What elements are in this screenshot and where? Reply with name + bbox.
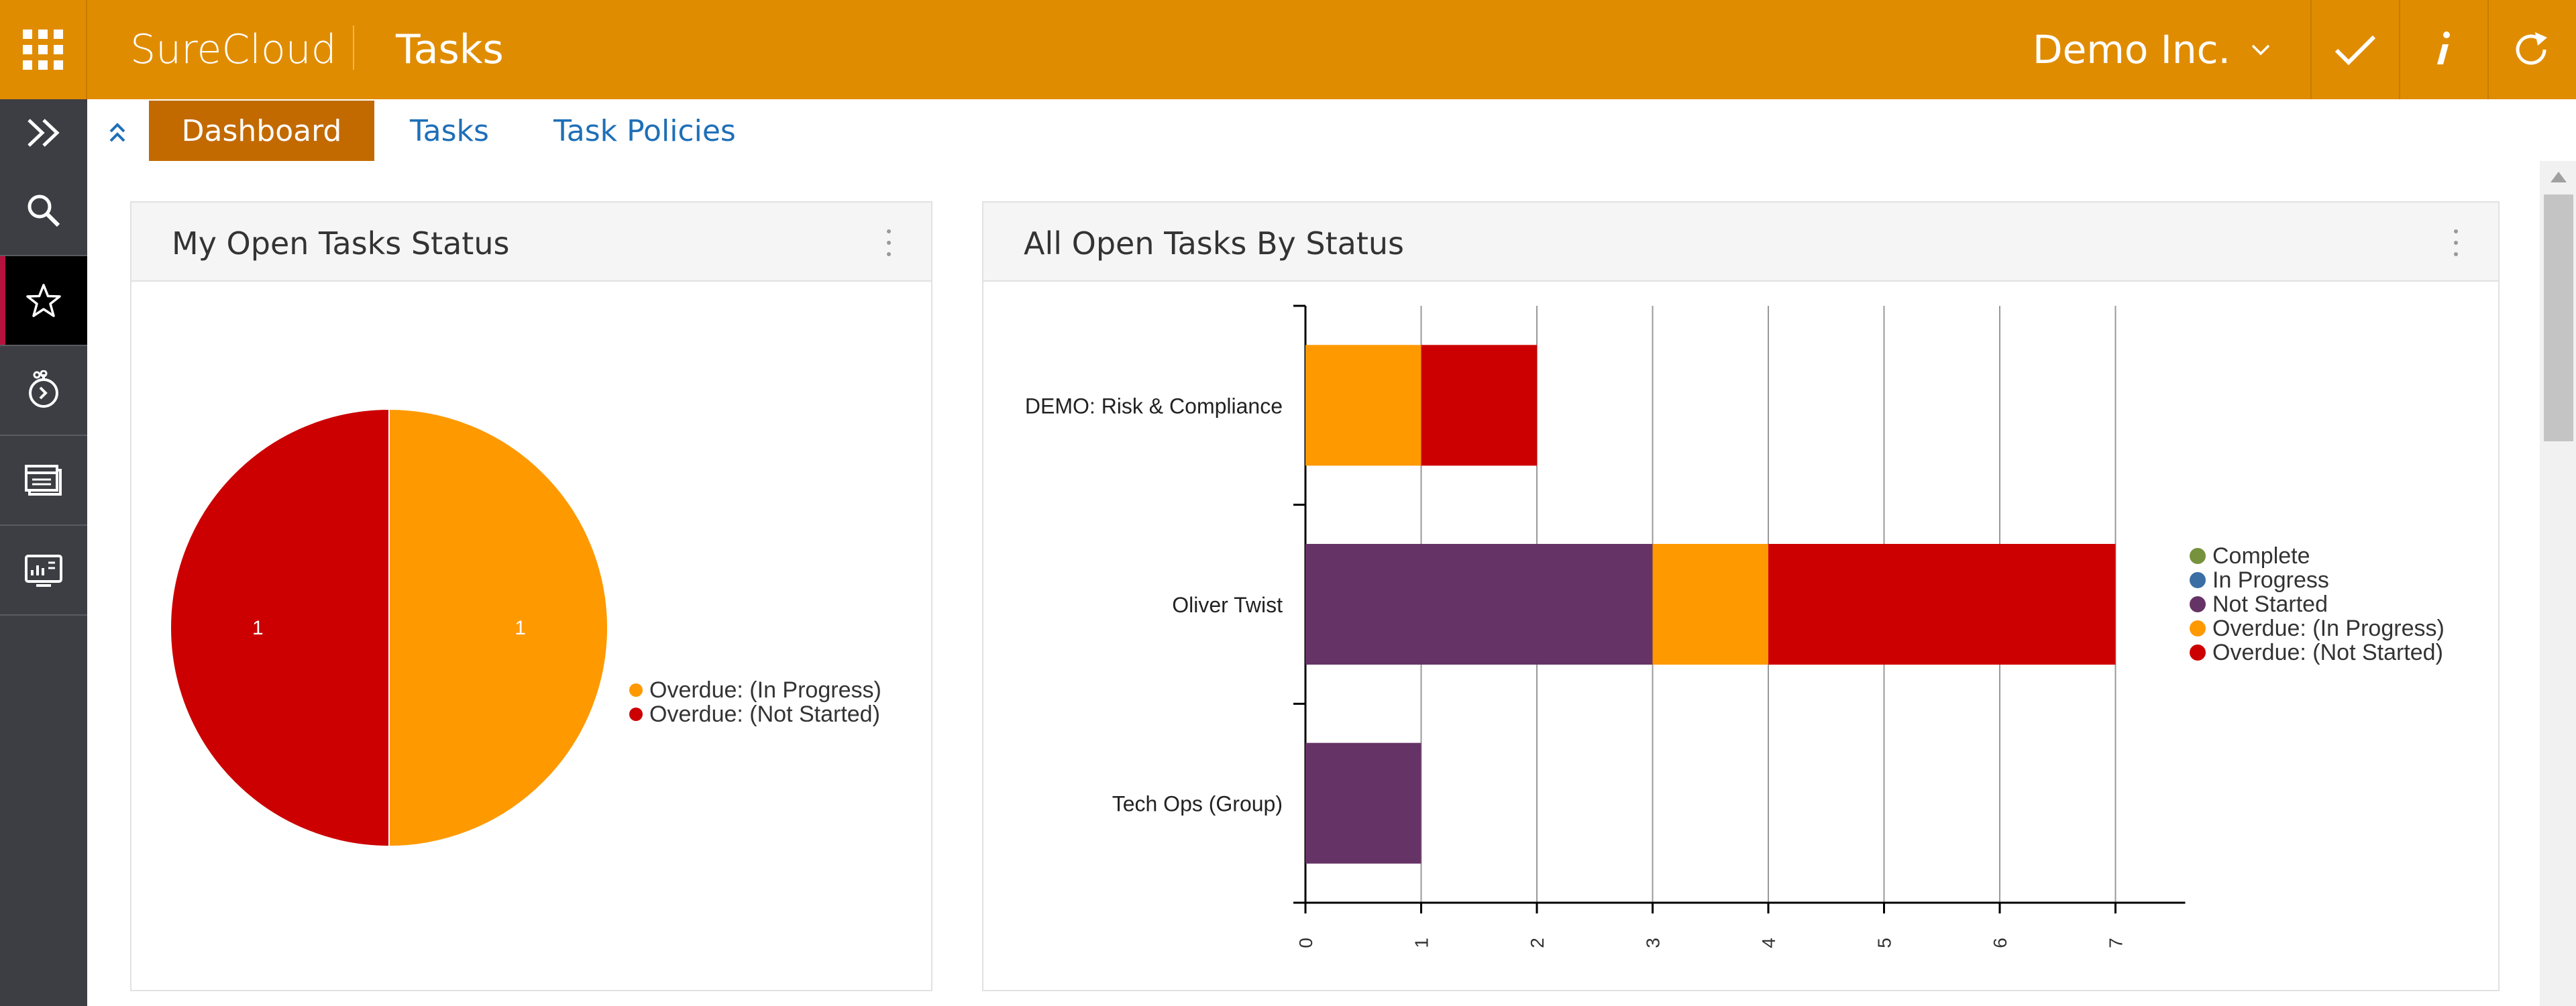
expand-rail-button[interactable]	[0, 99, 87, 166]
pie-chart: 1 1 Overdue: (In Progress)Overdue: (Not St…	[170, 408, 881, 848]
double-chevron-up-icon	[109, 123, 125, 142]
bar-segment	[1421, 345, 1537, 466]
chevron-down-icon	[2251, 44, 2270, 56]
collapse-header-button[interactable]	[101, 118, 134, 148]
search-icon	[28, 194, 60, 227]
legend-label: Overdue: (Not Started)	[2212, 640, 2443, 665]
rail-search-button[interactable]	[0, 166, 87, 256]
legend-swatch	[2190, 596, 2206, 612]
star-icon	[26, 284, 61, 317]
tab-dashboard[interactable]: Dashboard	[149, 101, 374, 161]
legend-swatch	[2190, 548, 2206, 564]
legend-label: Not Started	[2212, 592, 2328, 617]
panel-title: All Open Tasks By Status	[1024, 225, 1404, 262]
legend-swatch	[2190, 572, 2206, 588]
tab-tasks[interactable]: Tasks	[410, 113, 489, 148]
legend-label: Overdue: (In Progress)	[2212, 616, 2445, 641]
legend-swatch	[629, 683, 643, 697]
x-tick-label: 7	[2106, 938, 2127, 948]
rail-dashboards-button[interactable]	[0, 436, 87, 526]
y-category-label: DEMO: Risk & Compliance	[1025, 394, 1283, 418]
panel-header: All Open Tasks By Status	[983, 203, 2498, 282]
checkmark-icon	[2334, 35, 2376, 66]
legend-swatch	[2190, 645, 2206, 661]
refresh-button[interactable]	[2487, 0, 2576, 99]
pie-slice	[388, 408, 608, 848]
bar-segment	[1768, 544, 2116, 665]
double-chevron-right-icon	[28, 119, 60, 147]
legend-swatch	[2190, 620, 2206, 636]
legend-swatch	[629, 708, 643, 721]
top-bar: SureCloud Tasks Demo Inc.	[0, 0, 2576, 99]
info-button[interactable]	[2399, 0, 2487, 99]
bar-segment	[1305, 345, 1421, 466]
all-open-tasks-panel: All Open Tasks By Status 0 1 2 3 4 5 6 7 DEMO: R…	[982, 201, 2500, 991]
legend-label: Overdue: (In Progress)	[649, 677, 881, 703]
stacked-bar-chart: 0 1 2 3 4 5 6 7 DEMO: Risk & Compliance Oliver Tw…	[1025, 304, 2445, 948]
title-divider	[353, 25, 354, 70]
pie-slice-label: 1	[252, 617, 264, 639]
monitor-chart-icon	[25, 555, 62, 587]
dashboard-window-icon	[25, 465, 62, 496]
app-name[interactable]: SureCloud	[130, 26, 337, 73]
x-tick-label: 2	[1527, 938, 1548, 948]
panel-header: My Open Tasks Status	[131, 203, 931, 282]
my-open-tasks-panel: My Open Tasks Status 1 1 Overdue: (In Prog…	[130, 201, 932, 991]
apps-launcher-button[interactable]	[0, 0, 87, 99]
x-tick-label: 4	[1758, 938, 1779, 948]
left-navigation-rail	[0, 99, 87, 1006]
legend-label: In Progress	[2212, 567, 2329, 593]
info-icon	[2437, 32, 2450, 64]
x-tick-label: 6	[1990, 938, 2010, 948]
rail-timesheet-button[interactable]	[0, 346, 87, 436]
y-category-label: Tech Ops (Group)	[1112, 792, 1283, 816]
organization-name: Demo Inc.	[2033, 27, 2231, 72]
rail-reports-button[interactable]	[0, 526, 87, 616]
legend-label: Complete	[2212, 543, 2310, 569]
bar-segment	[1305, 742, 1421, 864]
x-tick-label: 0	[1295, 938, 1316, 948]
organization-select[interactable]: Demo Inc.	[2033, 24, 2271, 75]
panel-title: My Open Tasks Status	[172, 225, 510, 262]
bar-segment	[1305, 544, 1653, 665]
kebab-menu-icon[interactable]	[887, 229, 894, 256]
refresh-icon	[2516, 32, 2547, 65]
stopwatch-icon	[29, 370, 58, 408]
grid-icon	[23, 30, 63, 70]
y-category-label: Oliver Twist	[1172, 593, 1283, 617]
legend-label: Overdue: (Not Started)	[649, 702, 880, 727]
complete-task-button[interactable]	[2310, 0, 2399, 99]
tab-task-policies[interactable]: Task Policies	[553, 113, 736, 148]
rail-favorites-button[interactable]	[0, 256, 87, 346]
pie-slice-label: 1	[515, 617, 526, 639]
x-tick-label: 3	[1643, 938, 1664, 948]
x-tick-label: 1	[1411, 938, 1432, 948]
x-tick-label: 5	[1874, 938, 1895, 948]
scroll-up-arrow-icon[interactable]	[2546, 166, 2571, 186]
pie-slice	[170, 408, 390, 848]
bar-segment	[1652, 544, 1768, 665]
scrollbar-thumb[interactable]	[2544, 194, 2573, 441]
kebab-menu-icon[interactable]	[2454, 229, 2461, 256]
module-name: Tasks	[396, 26, 504, 73]
